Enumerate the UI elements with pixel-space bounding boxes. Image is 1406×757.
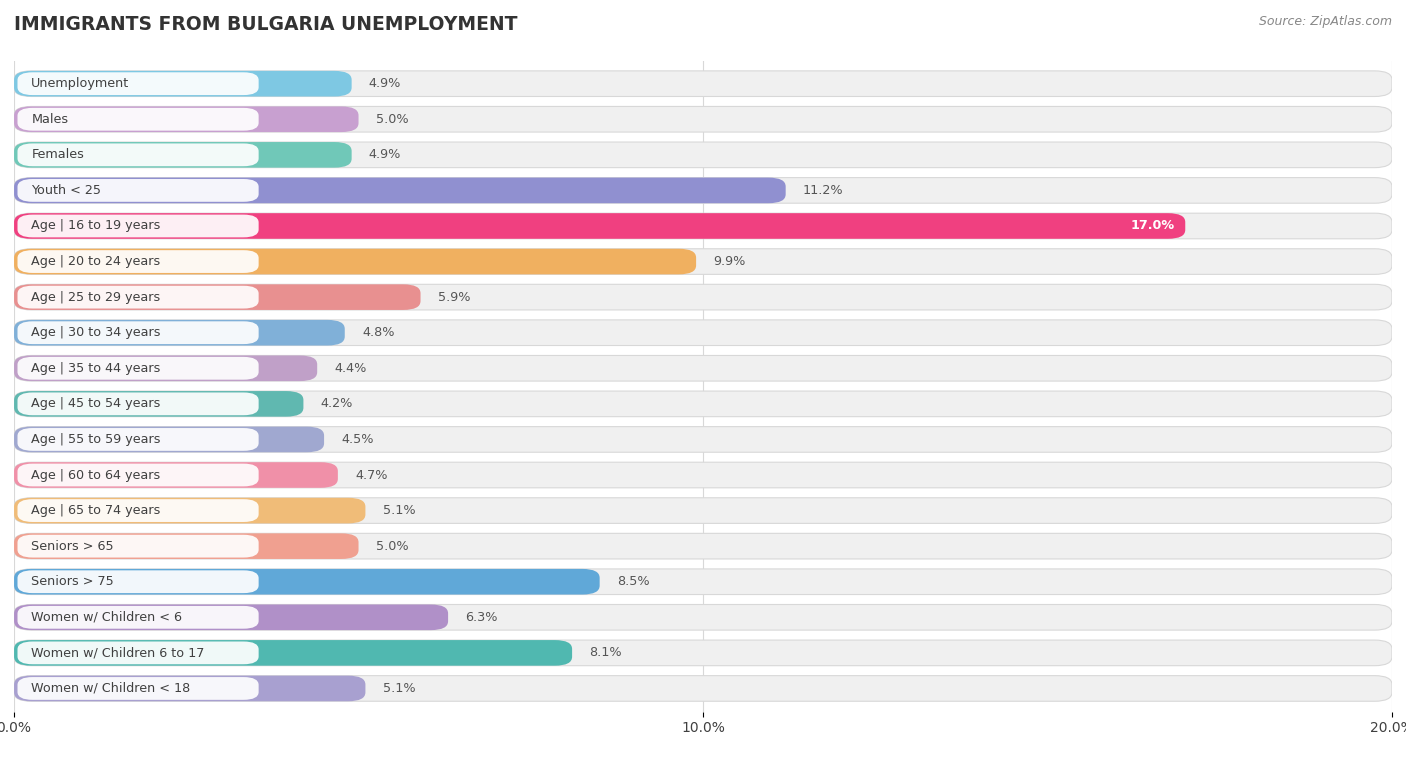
Text: 11.2%: 11.2% bbox=[803, 184, 844, 197]
FancyBboxPatch shape bbox=[17, 641, 259, 664]
FancyBboxPatch shape bbox=[14, 285, 1392, 310]
Text: 4.8%: 4.8% bbox=[361, 326, 395, 339]
FancyBboxPatch shape bbox=[14, 534, 1392, 559]
FancyBboxPatch shape bbox=[14, 213, 1185, 238]
FancyBboxPatch shape bbox=[14, 213, 1392, 238]
FancyBboxPatch shape bbox=[14, 320, 1392, 345]
Text: 5.1%: 5.1% bbox=[382, 682, 415, 695]
FancyBboxPatch shape bbox=[14, 676, 1392, 701]
Text: Age | 16 to 19 years: Age | 16 to 19 years bbox=[31, 220, 160, 232]
Text: Age | 65 to 74 years: Age | 65 to 74 years bbox=[31, 504, 160, 517]
FancyBboxPatch shape bbox=[14, 71, 1392, 96]
FancyBboxPatch shape bbox=[14, 107, 359, 132]
FancyBboxPatch shape bbox=[14, 107, 1392, 132]
FancyBboxPatch shape bbox=[14, 427, 325, 452]
FancyBboxPatch shape bbox=[14, 605, 1392, 630]
Text: 4.7%: 4.7% bbox=[356, 469, 388, 481]
Text: 5.0%: 5.0% bbox=[375, 540, 408, 553]
Text: 4.2%: 4.2% bbox=[321, 397, 353, 410]
FancyBboxPatch shape bbox=[17, 606, 259, 629]
FancyBboxPatch shape bbox=[17, 570, 259, 593]
FancyBboxPatch shape bbox=[17, 463, 259, 487]
FancyBboxPatch shape bbox=[14, 249, 696, 274]
Text: Unemployment: Unemployment bbox=[31, 77, 129, 90]
FancyBboxPatch shape bbox=[14, 356, 1392, 381]
FancyBboxPatch shape bbox=[14, 427, 1392, 452]
FancyBboxPatch shape bbox=[14, 249, 1392, 274]
FancyBboxPatch shape bbox=[17, 250, 259, 273]
FancyBboxPatch shape bbox=[14, 391, 304, 416]
Text: Women w/ Children < 6: Women w/ Children < 6 bbox=[31, 611, 183, 624]
Text: IMMIGRANTS FROM BULGARIA UNEMPLOYMENT: IMMIGRANTS FROM BULGARIA UNEMPLOYMENT bbox=[14, 15, 517, 34]
Text: Seniors > 65: Seniors > 65 bbox=[31, 540, 114, 553]
FancyBboxPatch shape bbox=[14, 178, 1392, 203]
FancyBboxPatch shape bbox=[14, 178, 786, 203]
Text: Age | 60 to 64 years: Age | 60 to 64 years bbox=[31, 469, 160, 481]
FancyBboxPatch shape bbox=[14, 569, 599, 594]
FancyBboxPatch shape bbox=[14, 640, 1392, 665]
FancyBboxPatch shape bbox=[17, 428, 259, 451]
FancyBboxPatch shape bbox=[14, 71, 352, 96]
Text: 5.0%: 5.0% bbox=[375, 113, 408, 126]
FancyBboxPatch shape bbox=[14, 640, 572, 665]
FancyBboxPatch shape bbox=[17, 143, 259, 167]
Text: 8.1%: 8.1% bbox=[589, 646, 621, 659]
FancyBboxPatch shape bbox=[14, 534, 359, 559]
Text: 5.9%: 5.9% bbox=[437, 291, 470, 304]
Text: Age | 20 to 24 years: Age | 20 to 24 years bbox=[31, 255, 160, 268]
FancyBboxPatch shape bbox=[17, 214, 259, 238]
Text: Source: ZipAtlas.com: Source: ZipAtlas.com bbox=[1258, 15, 1392, 28]
Text: Youth < 25: Youth < 25 bbox=[31, 184, 101, 197]
Text: 4.4%: 4.4% bbox=[335, 362, 367, 375]
FancyBboxPatch shape bbox=[14, 569, 1392, 594]
FancyBboxPatch shape bbox=[17, 321, 259, 344]
FancyBboxPatch shape bbox=[14, 463, 337, 488]
FancyBboxPatch shape bbox=[14, 285, 420, 310]
Text: Women w/ Children 6 to 17: Women w/ Children 6 to 17 bbox=[31, 646, 205, 659]
FancyBboxPatch shape bbox=[17, 499, 259, 522]
FancyBboxPatch shape bbox=[14, 320, 344, 345]
Text: Age | 45 to 54 years: Age | 45 to 54 years bbox=[31, 397, 160, 410]
FancyBboxPatch shape bbox=[14, 676, 366, 701]
FancyBboxPatch shape bbox=[14, 463, 1392, 488]
Text: 6.3%: 6.3% bbox=[465, 611, 498, 624]
Text: 17.0%: 17.0% bbox=[1130, 220, 1175, 232]
Text: Age | 25 to 29 years: Age | 25 to 29 years bbox=[31, 291, 160, 304]
FancyBboxPatch shape bbox=[17, 357, 259, 380]
FancyBboxPatch shape bbox=[14, 142, 352, 167]
Text: 5.1%: 5.1% bbox=[382, 504, 415, 517]
FancyBboxPatch shape bbox=[17, 285, 259, 309]
FancyBboxPatch shape bbox=[17, 179, 259, 202]
FancyBboxPatch shape bbox=[14, 391, 1392, 416]
FancyBboxPatch shape bbox=[14, 356, 318, 381]
Text: Age | 35 to 44 years: Age | 35 to 44 years bbox=[31, 362, 160, 375]
Text: Females: Females bbox=[31, 148, 84, 161]
FancyBboxPatch shape bbox=[17, 392, 259, 416]
FancyBboxPatch shape bbox=[14, 605, 449, 630]
Text: 4.5%: 4.5% bbox=[342, 433, 374, 446]
FancyBboxPatch shape bbox=[14, 498, 1392, 523]
Text: Women w/ Children < 18: Women w/ Children < 18 bbox=[31, 682, 191, 695]
FancyBboxPatch shape bbox=[17, 534, 259, 558]
Text: Seniors > 75: Seniors > 75 bbox=[31, 575, 114, 588]
Text: Age | 55 to 59 years: Age | 55 to 59 years bbox=[31, 433, 160, 446]
FancyBboxPatch shape bbox=[17, 108, 259, 131]
FancyBboxPatch shape bbox=[17, 73, 259, 95]
Text: Age | 30 to 34 years: Age | 30 to 34 years bbox=[31, 326, 160, 339]
FancyBboxPatch shape bbox=[14, 142, 1392, 167]
Text: 4.9%: 4.9% bbox=[368, 148, 401, 161]
Text: 9.9%: 9.9% bbox=[713, 255, 745, 268]
Text: 4.9%: 4.9% bbox=[368, 77, 401, 90]
Text: Males: Males bbox=[31, 113, 69, 126]
FancyBboxPatch shape bbox=[14, 498, 366, 523]
FancyBboxPatch shape bbox=[17, 677, 259, 699]
Text: 8.5%: 8.5% bbox=[617, 575, 650, 588]
